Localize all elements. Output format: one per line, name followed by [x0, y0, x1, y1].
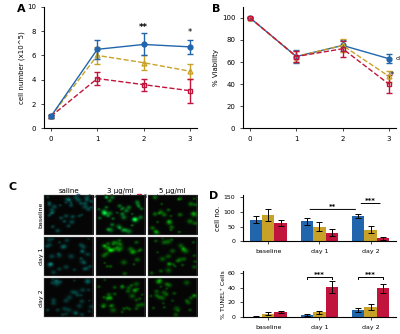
Text: B: B [212, 4, 221, 14]
Bar [326, 287, 338, 317]
Bar [313, 313, 326, 317]
Bar [262, 314, 274, 317]
Text: days: days [396, 56, 400, 61]
Bar [352, 310, 364, 317]
Y-axis label: cell no.: cell no. [215, 206, 221, 231]
Title: saline: saline [58, 188, 79, 194]
Text: **: ** [139, 23, 148, 32]
Bar [313, 227, 326, 241]
Text: D: D [209, 191, 218, 201]
Text: **: ** [329, 203, 336, 209]
Y-axis label: baseline: baseline [39, 202, 44, 228]
Bar [364, 229, 377, 241]
Bar [364, 307, 377, 317]
Bar [301, 315, 313, 317]
Legend: saline, 3 μg/mL, 5 μg/mL: saline, 3 μg/mL, 5 μg/mL [72, 192, 169, 201]
Text: ***: *** [365, 198, 376, 204]
Bar [301, 221, 313, 241]
Y-axis label: % Viability: % Viability [213, 49, 219, 86]
Bar [274, 223, 287, 241]
Bar [262, 215, 274, 241]
Bar [352, 216, 364, 241]
Text: A: A [16, 4, 25, 14]
Y-axis label: cell number (x10^5): cell number (x10^5) [18, 31, 24, 104]
Bar [377, 288, 389, 317]
Y-axis label: day 1: day 1 [39, 247, 44, 265]
Bar [250, 220, 262, 241]
Y-axis label: day 2: day 2 [39, 289, 44, 307]
Text: ***: *** [365, 272, 376, 278]
Text: C: C [8, 182, 16, 192]
Title: 3 μg/ml: 3 μg/ml [107, 188, 134, 194]
Text: *: * [389, 70, 394, 79]
Title: 5 μg/ml: 5 μg/ml [159, 188, 186, 194]
Text: ***: *** [314, 272, 325, 278]
Text: *: * [188, 28, 192, 37]
Bar [274, 312, 287, 317]
Bar [326, 232, 338, 241]
Bar [377, 238, 389, 241]
Y-axis label: % TUNEL⁺ Cells: % TUNEL⁺ Cells [221, 270, 226, 319]
